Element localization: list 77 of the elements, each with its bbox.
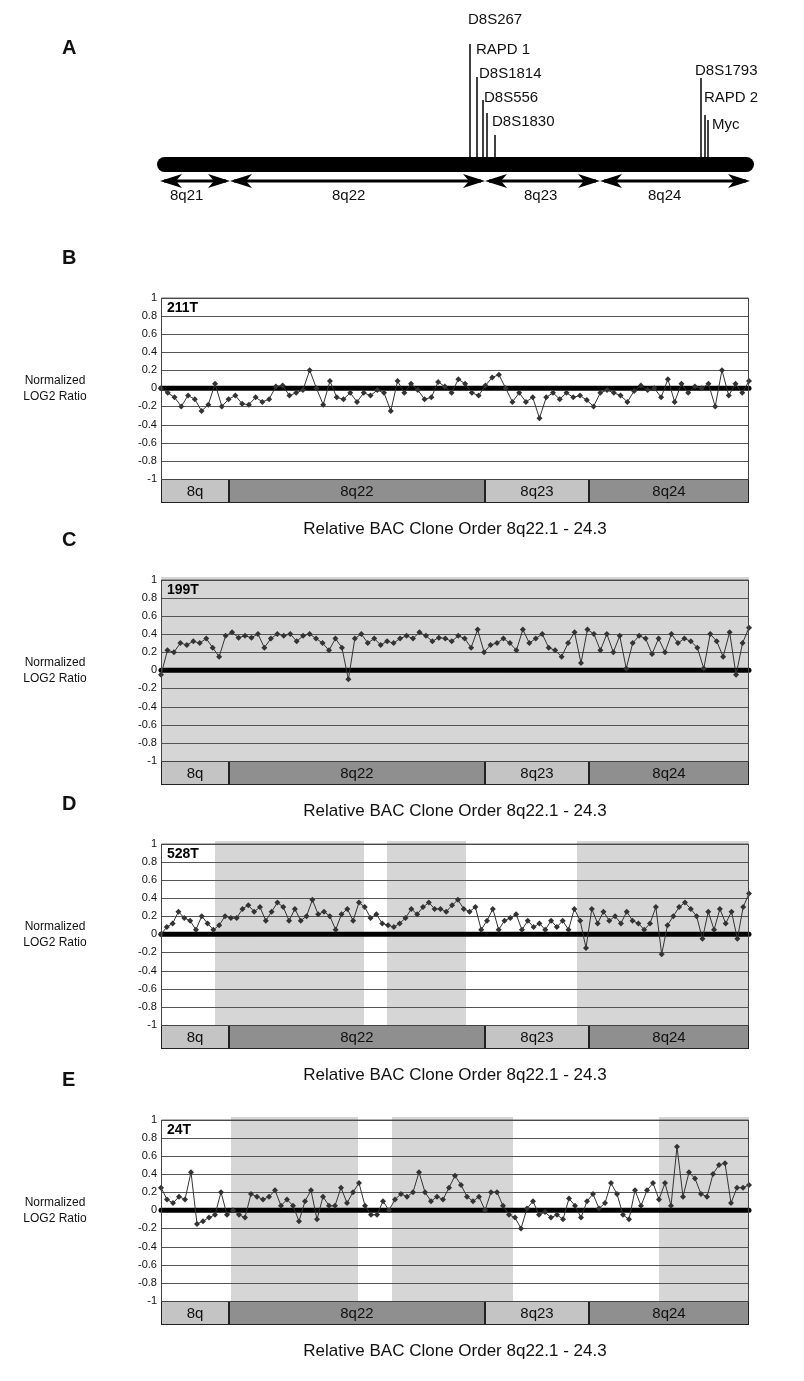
y-tick-label: 0.6 <box>141 608 157 621</box>
text: B <box>62 246 77 269</box>
text: 8q21 <box>170 186 204 203</box>
text: D8S1814 <box>479 64 542 81</box>
y-tick-label: -0.2 <box>138 399 157 412</box>
y-tick-label: -0.8 <box>138 453 157 466</box>
chart-title: 199T <box>167 581 200 598</box>
y-tick-label: 0.2 <box>141 909 157 922</box>
y-tick-label: 0.2 <box>141 1185 157 1198</box>
y-tick-label: -0.6 <box>138 435 157 448</box>
y-tick-label: 1 <box>150 836 157 849</box>
y-tick-label: -0.6 <box>138 981 157 994</box>
y-tick-label: 0.4 <box>141 345 157 358</box>
y-tick-label: -0.8 <box>138 735 157 748</box>
text: A <box>62 36 77 59</box>
chromosome-strip: 8q 8q22 8q23 8q24 <box>161 1025 749 1049</box>
text: C <box>62 528 77 551</box>
y-axis-title: Normalized LOG2 Ratio <box>23 918 87 949</box>
text: Myc <box>712 115 740 132</box>
y-tick-label: 0.2 <box>141 363 157 376</box>
chromosome-strip: 8q 8q22 8q23 8q24 <box>161 479 749 503</box>
text: 8q23 <box>524 186 558 203</box>
chromosome-strip: 8q 8q22 8q23 8q24 <box>161 1301 749 1325</box>
y-tick-label: 0.8 <box>141 854 157 867</box>
text: RAPD 1 <box>476 40 531 57</box>
y-tick-label: 0.2 <box>141 645 157 658</box>
text: E <box>62 1068 76 1091</box>
y-tick-label: -0.6 <box>138 717 157 730</box>
text: D8S267 <box>468 10 523 27</box>
y-tick-label: 1 <box>150 572 157 585</box>
x-axis-title: Relative BAC Clone Order 8q22.1 - 24.3 <box>303 518 607 538</box>
x-axis-title: Relative BAC Clone Order 8q22.1 - 24.3 <box>303 1064 607 1084</box>
y-tick-label: 0 <box>150 663 157 676</box>
y-tick-label: -0.8 <box>138 999 157 1012</box>
y-tick-label: 1 <box>150 290 157 303</box>
y-tick-label: 0 <box>150 927 157 940</box>
y-tick-label: 0 <box>150 1203 157 1216</box>
y-tick-label: -0.2 <box>138 681 157 694</box>
x-axis-title: Relative BAC Clone Order 8q22.1 - 24.3 <box>303 1340 607 1360</box>
y-tick-label: -1 <box>147 472 157 485</box>
y-tick-label: 0.6 <box>141 1148 157 1161</box>
y-tick-label: -0.2 <box>138 945 157 958</box>
y-tick-label: 0.6 <box>141 326 157 339</box>
y-axis-title: Normalized LOG2 Ratio <box>23 372 87 403</box>
y-tick-label: 0.8 <box>141 308 157 321</box>
chart-title: 24T <box>167 1121 192 1138</box>
y-tick-label: -0.8 <box>138 1275 157 1288</box>
y-axis-title: Normalized LOG2 Ratio <box>23 654 87 685</box>
y-tick-label: -1 <box>147 1018 157 1031</box>
y-tick-label: 0.4 <box>141 891 157 904</box>
text: 8q24 <box>648 186 682 203</box>
text: D8S1830 <box>492 112 555 129</box>
y-tick-label: 0 <box>150 381 157 394</box>
y-tick-label: -1 <box>147 1294 157 1307</box>
x-axis-title: Relative BAC Clone Order 8q22.1 - 24.3 <box>303 800 607 820</box>
y-tick-label: -1 <box>147 754 157 767</box>
text: RAPD 2 <box>704 88 759 105</box>
y-tick-label: 0.8 <box>141 1130 157 1143</box>
text: D8S556 <box>484 88 539 105</box>
y-tick-label: -0.4 <box>138 963 157 976</box>
y-axis-title: Normalized LOG2 Ratio <box>23 1194 87 1225</box>
y-tick-label: -0.6 <box>138 1257 157 1270</box>
y-tick-label: -0.4 <box>138 417 157 430</box>
y-tick-label: 0.4 <box>141 627 157 640</box>
y-tick-label: 0.4 <box>141 1167 157 1180</box>
chart-title: 211T <box>167 299 199 316</box>
chart-title: 528T <box>167 845 200 862</box>
text: D8S1793 <box>695 61 758 78</box>
text: 8q22 <box>332 186 366 203</box>
y-tick-label: 0.8 <box>141 590 157 603</box>
y-tick-label: 0.6 <box>141 872 157 885</box>
chromosome-strip: 8q 8q22 8q23 8q24 <box>161 761 749 785</box>
text: D <box>62 792 77 815</box>
y-tick-label: -0.2 <box>138 1221 157 1234</box>
y-tick-label: -0.4 <box>138 699 157 712</box>
y-tick-label: 1 <box>150 1112 157 1125</box>
y-tick-label: -0.4 <box>138 1239 157 1252</box>
